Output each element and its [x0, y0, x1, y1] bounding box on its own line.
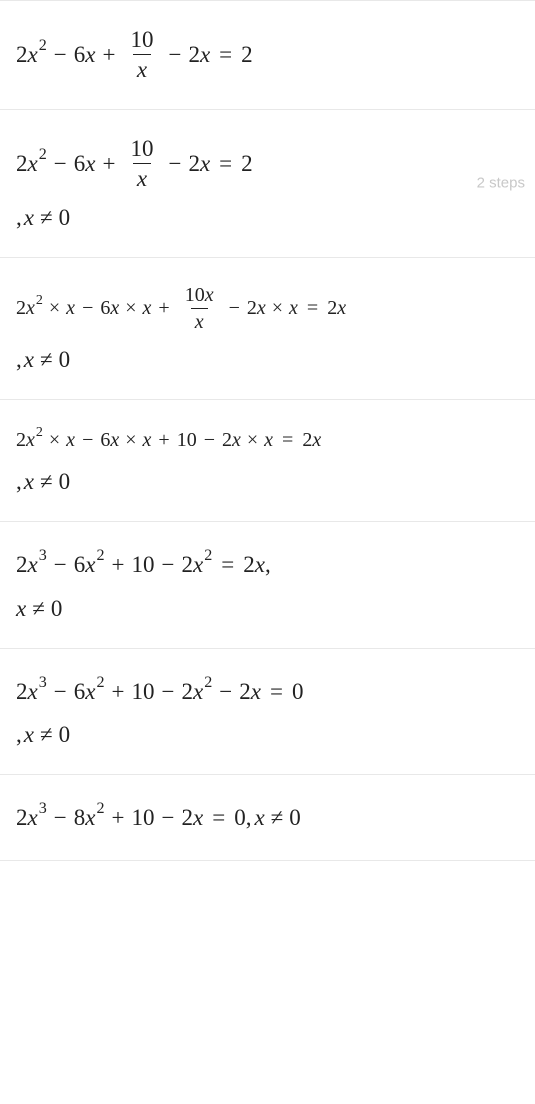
equation-row: 2x3−6x2+10−2x2−2x=0	[16, 675, 519, 708]
solution-steps: 2x2−6x+10x−2x=22x2−6x+10x−2x=2 ,x≠0 2 st…	[0, 0, 535, 861]
constraint-row: ,x≠0	[16, 469, 519, 495]
constraint-row: x≠0	[16, 596, 519, 622]
solution-step: 2x2−6x+10x−2x=2	[0, 0, 535, 110]
solution-step: 2x3−6x2+10−2x2=2x, x≠0	[0, 522, 535, 648]
solution-step: 2x3−6x2+10−2x2−2x=0 ,x≠0	[0, 649, 535, 775]
equation-row: 2x2−6x+10x−2x=2	[16, 27, 519, 83]
solution-step: 2x2×x−6x×x+10xx−2x×x=2x ,x≠0	[0, 258, 535, 400]
constraint-row: ,x≠0	[16, 722, 519, 748]
equation-row: 2x2×x−6x×x+10xx−2x×x=2x	[16, 284, 519, 333]
equation-row: 2x2−6x+10x−2x=2	[16, 136, 519, 192]
steps-badge[interactable]: 2 steps	[477, 175, 525, 192]
equation-row: 2x2×x−6x×x+10−2x×x=2x	[16, 426, 519, 455]
solution-step: 2x2×x−6x×x+10−2x×x=2x ,x≠0	[0, 400, 535, 522]
solution-step: 2x3−8x2+10−2x=0,x≠0	[0, 775, 535, 861]
constraint-row: ,x≠0	[16, 347, 519, 373]
equation-row: 2x3−6x2+10−2x2=2x,	[16, 548, 519, 581]
equation-row: 2x3−8x2+10−2x=0,x≠0	[16, 801, 519, 834]
solution-step: 2x2−6x+10x−2x=2 ,x≠0 2 steps	[0, 110, 535, 259]
constraint-row: ,x≠0	[16, 205, 519, 231]
